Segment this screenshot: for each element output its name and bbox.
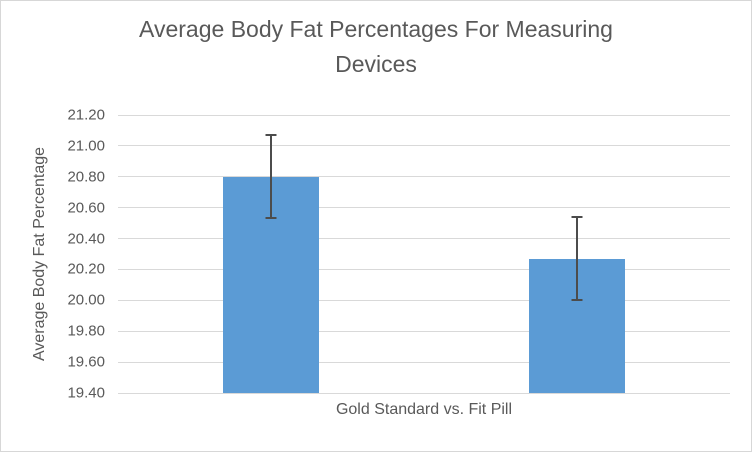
y-tick-label-20.80: 20.80 [67,168,105,186]
gridline-20.00 [118,299,730,301]
error-bar-cap-bottom-fit-pill [571,299,583,302]
chart-title: Average Body Fat Percentages For Measuri… [1,12,751,82]
y-axis-title: Average Body Fat Percentage [31,146,48,362]
error-bar-cap-top-gold-standard [265,134,277,137]
gridline-20.60 [118,207,730,209]
y-tick-label-19.80: 19.80 [67,322,105,340]
gridline-20.80 [118,176,730,178]
error-bar-line-gold-standard [270,135,272,219]
gridline-19.60 [118,361,730,363]
gridline-19.40 [118,392,730,394]
y-tick-label-21.00: 21.00 [67,137,105,155]
y-tick-label-20.00: 20.00 [67,291,105,309]
gridline-21.20 [118,114,730,116]
y-tick-label-20.40: 20.40 [67,230,105,248]
gridline-19.80 [118,330,730,332]
y-tick-label-19.60: 19.60 [67,353,105,371]
chart-title-text: Average Body Fat Percentages For Measuri… [139,16,613,77]
error-bar-cap-top-fit-pill [571,215,583,218]
gridline-20.40 [118,238,730,240]
y-tick-label-20.20: 20.20 [67,260,105,278]
error-bar-line-fit-pill [576,216,578,301]
y-tick-label-21.20: 21.20 [67,106,105,124]
gridline-21.00 [118,145,730,147]
y-tick-label-20.60: 20.60 [67,199,105,217]
gridline-20.20 [118,268,730,270]
y-tick-label-19.40: 19.40 [67,384,105,402]
x-axis-label: Gold Standard vs. Fit Pill [335,401,513,418]
error-bar-cap-bottom-gold-standard [265,217,277,220]
plot-area: 21.20 21.00 20.80 20.60 20.40 20.20 20.00 19.80… [67,107,730,402]
